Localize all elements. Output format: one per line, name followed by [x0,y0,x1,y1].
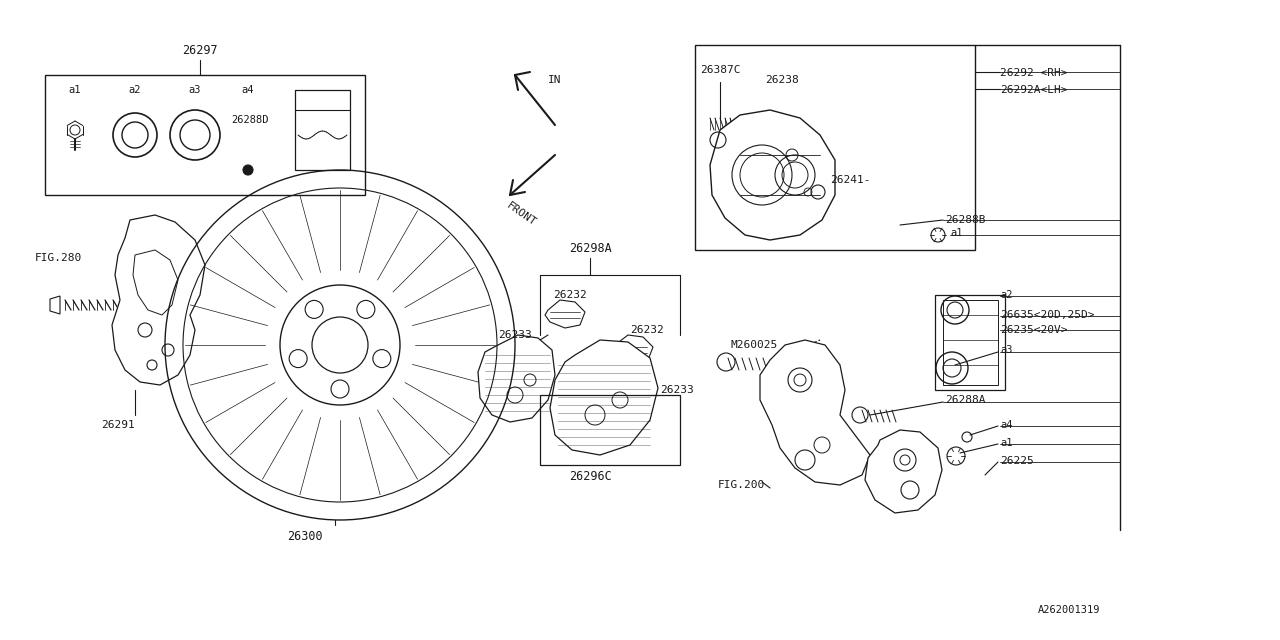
Text: A262001319: A262001319 [1038,605,1100,615]
Text: 26387C: 26387C [700,65,741,75]
Text: a4: a4 [242,85,255,95]
Text: a1: a1 [1000,438,1012,448]
Polygon shape [50,296,60,314]
Bar [934,295,1005,390]
Polygon shape [613,335,653,363]
Text: a1: a1 [950,228,963,238]
Text: 26232: 26232 [630,325,664,335]
Polygon shape [113,215,205,385]
Text: 26241-: 26241- [829,175,870,185]
Text: 26235<20V>: 26235<20V> [1000,325,1068,335]
Text: 26233: 26233 [660,385,694,395]
Text: a3: a3 [1000,345,1012,355]
Text: FIG.200: FIG.200 [718,480,765,490]
Text: 26292A<LH>: 26292A<LH> [1000,85,1068,95]
Bar [45,75,365,195]
Text: a1: a1 [69,85,81,95]
Text: 26291: 26291 [101,420,134,430]
Polygon shape [760,340,870,485]
Polygon shape [477,335,556,422]
Bar [540,395,680,465]
Text: 26288D: 26288D [232,115,269,125]
Text: 26232: 26232 [553,290,586,300]
Bar [695,45,975,250]
Text: a4: a4 [1000,420,1012,430]
Text: 26225: 26225 [1000,456,1034,466]
Bar [943,300,998,385]
Text: 26238: 26238 [765,75,799,85]
Text: M260025: M260025 [730,340,777,350]
Polygon shape [545,300,585,328]
Text: IN: IN [548,75,562,85]
Text: 26635<20D,25D>: 26635<20D,25D> [1000,310,1094,320]
Text: 26296C: 26296C [568,470,612,483]
Text: FIG.280: FIG.280 [35,253,82,263]
Text: 26233: 26233 [498,330,531,340]
Bar [294,90,349,170]
Text: 26297: 26297 [182,44,218,57]
Text: 26288B: 26288B [945,215,986,225]
Text: a2: a2 [1000,290,1012,300]
Text: a3: a3 [188,85,201,95]
Polygon shape [133,250,178,315]
Circle shape [243,165,253,175]
Polygon shape [865,430,942,513]
Text: FRONT: FRONT [504,200,538,228]
Text: 26292 <RH>: 26292 <RH> [1000,68,1068,78]
Polygon shape [710,110,835,240]
Text: a2: a2 [129,85,141,95]
Text: 26288A: 26288A [945,395,986,405]
Polygon shape [550,340,658,455]
Text: 26298A: 26298A [568,242,612,255]
Text: 26300: 26300 [287,530,323,543]
